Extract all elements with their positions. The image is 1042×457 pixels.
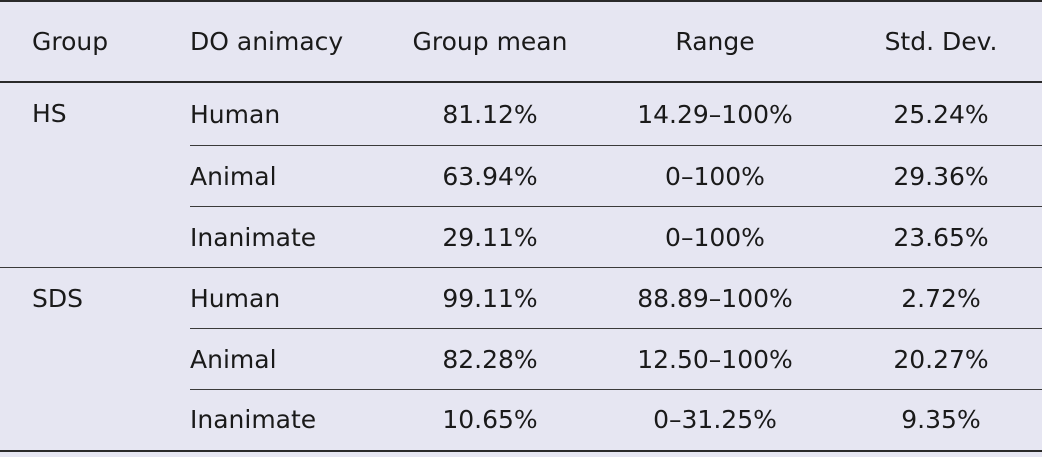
header-group: Group [32,27,109,56]
range-cell: 88.89–100% [590,267,840,329]
range-cell: 14.29–100% [590,82,840,146]
group-name-hs: HS [0,82,190,268]
range-cell: 12.50–100% [590,328,840,390]
sd-cell: 2.72% [840,267,1042,329]
table-row: Animal 82.28% 12.50–100% 20.27% [0,328,1042,390]
header-row: Group DO animacy Group mean Range Std. D… [0,1,1042,82]
animacy-cell: Human [190,267,390,329]
table-row: Inanimate 10.65% 0–31.25% 9.35% [0,389,1042,452]
sd-cell: 25.24% [840,82,1042,146]
table-row: HS Human 81.12% 14.29–100% 25.24% [0,82,1042,268]
animacy-cell: Inanimate [190,389,390,452]
header-range: Range [675,27,755,56]
table-row: Inanimate 29.11% 0–100% 23.65% [0,206,1042,268]
range-cell: 0–100% [590,206,840,268]
table-row: SDS Human 99.11% 88.89–100% 2.72% [0,267,1042,452]
sd-cell: 29.36% [840,145,1042,207]
animacy-cell: Animal [190,328,390,390]
sd-cell: 20.27% [840,328,1042,390]
range-cell: 0–100% [590,145,840,207]
sd-cell: 23.65% [840,206,1042,268]
mean-cell: 82.28% [390,328,590,390]
header-do-animacy: DO animacy [190,27,344,56]
mean-cell: 10.65% [390,389,590,452]
mean-cell: 81.12% [390,82,590,146]
mean-cell: 63.94% [390,145,590,207]
table-header: Group DO animacy Group mean Range Std. D… [0,1,1042,82]
group-name-sds: SDS [0,267,190,452]
animacy-cell: Inanimate [190,206,390,268]
mean-cell: 99.11% [390,267,590,329]
sd-cell: 9.35% [840,389,1042,452]
animacy-cell: Human [190,82,390,146]
animacy-cell: Animal [190,145,390,207]
range-cell: 0–31.25% [590,389,840,452]
header-std-dev: Std. Dev. [884,27,998,56]
table-body: HS Human 81.12% 14.29–100% 25.24% Animal… [0,82,1042,452]
mean-cell: 29.11% [390,206,590,268]
header-group-mean: Group mean [412,27,568,56]
table-row: Animal 63.94% 0–100% 29.36% [0,145,1042,207]
